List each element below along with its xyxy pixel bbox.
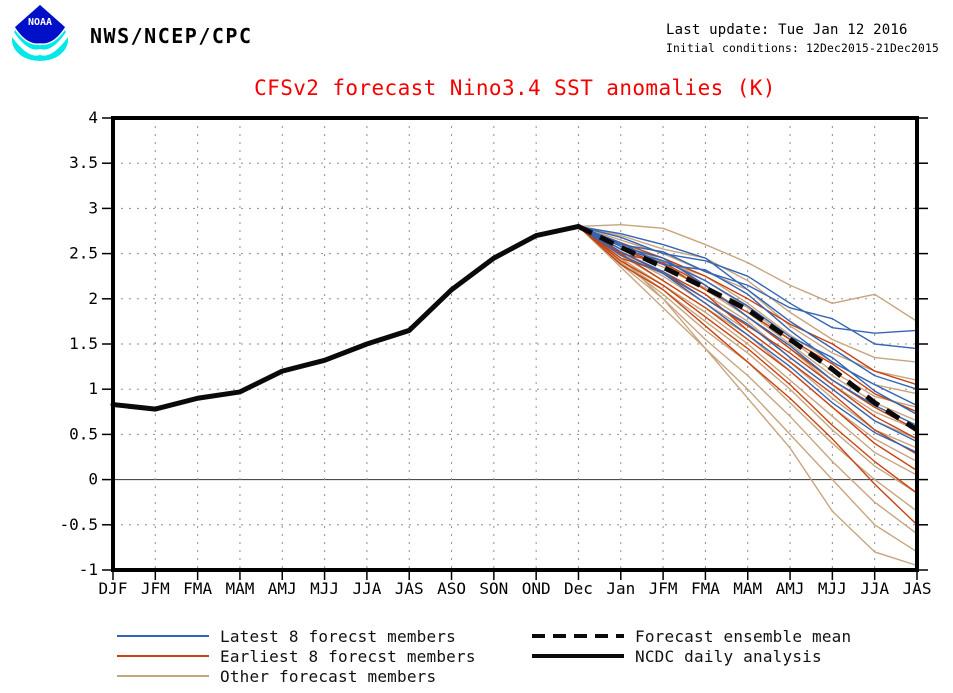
y-tick-label: -0.5 — [59, 515, 98, 534]
logo-text: NOAA — [28, 17, 52, 28]
noaa-logo: NOAA — [12, 2, 68, 61]
legend-label: Earliest 8 forecst members — [220, 646, 476, 666]
y-tick-label: 4 — [88, 108, 98, 127]
x-tick-label: Dec — [564, 579, 593, 598]
x-tick-label: JFM — [141, 579, 170, 598]
y-tick-label: 0.5 — [69, 424, 98, 443]
member-line-latest — [578, 225, 918, 454]
x-tick-label: MJJ — [310, 579, 339, 598]
legend-row: Forecast ensemble mean — [531, 626, 851, 646]
x-tick-label: FMA — [691, 579, 720, 598]
y-tick-label: 2.5 — [69, 244, 98, 263]
logo-bird-shape — [12, 29, 68, 56]
y-tick-label: 3.5 — [69, 153, 98, 172]
x-tick-label: AMJ — [776, 579, 805, 598]
update-block: Last update: Tue Jan 12 2016 Initial con… — [666, 22, 939, 55]
member-line-latest — [578, 225, 918, 443]
member-line-other — [578, 223, 918, 322]
legend-members: Latest 8 forecst members Earliest 8 forec… — [116, 626, 476, 686]
x-tick-label: JAS — [395, 579, 424, 598]
x-tick-label: MJJ — [818, 579, 847, 598]
legend-row: NCDC daily analysis — [531, 646, 851, 666]
x-tick-label: AMJ — [268, 579, 297, 598]
y-tick-label: 3 — [88, 198, 98, 217]
member-line-other — [578, 225, 918, 476]
logo-shield-shape — [13, 2, 67, 45]
legend-label: Forecast ensemble mean — [635, 626, 852, 646]
x-tick-label: OND — [522, 579, 551, 598]
member-line-earliest — [578, 225, 918, 472]
legend-row: Other forecast members — [116, 666, 476, 686]
x-tick-label: DJF — [99, 579, 128, 598]
member-line-other — [578, 225, 918, 567]
legend-label: Latest 8 forecst members — [220, 626, 456, 646]
initial-conditions-text: Initial conditions: 12Dec2015-21Dec2015 — [666, 42, 940, 55]
chart-title: CFSv2 forecast Nino3.4 SST anomalies (K) — [254, 76, 776, 100]
legend-summary: Forecast ensemble mean NCDC daily analysi… — [531, 626, 851, 666]
legend-row: Earliest 8 forecst members — [116, 646, 476, 666]
legend-line-sample — [117, 655, 209, 657]
member-line-earliest — [578, 225, 918, 386]
member-line-earliest — [578, 225, 918, 494]
x-tick-label: JAS — [903, 579, 932, 598]
legend-line-sample — [117, 635, 209, 637]
member-line-other — [578, 225, 918, 363]
legend-label: Other forecast members — [220, 666, 437, 686]
member-line-latest — [578, 225, 918, 390]
x-tick-label: Jan — [606, 579, 635, 598]
member-line-latest — [578, 225, 918, 426]
y-tick-label: 1 — [88, 379, 98, 398]
plot-frame — [111, 116, 919, 572]
x-tick-label: JJA — [352, 579, 381, 598]
y-tick-label: -1 — [79, 560, 98, 579]
x-tick-label: SON — [479, 579, 508, 598]
member-line-earliest — [578, 225, 918, 526]
y-tick-label: 2 — [88, 289, 98, 308]
legend-line-sample — [532, 634, 624, 638]
agency-title: NWS/NCEP/CPC — [90, 24, 253, 48]
member-line-other — [578, 225, 918, 494]
x-tick-label: JFM — [649, 579, 678, 598]
member-line-earliest — [578, 225, 918, 455]
x-tick-label: MAM — [225, 579, 254, 598]
x-tick-label: FMA — [183, 579, 212, 598]
y-tick-label: 0 — [88, 470, 98, 489]
legend-line-sample — [117, 675, 209, 677]
legend-label: NCDC daily analysis — [635, 646, 822, 666]
x-tick-label: JJA — [860, 579, 889, 598]
y-tick-label: 1.5 — [69, 334, 98, 353]
member-line-latest — [578, 225, 918, 350]
last-update-text: Last update: Tue Jan 12 2016 — [666, 22, 908, 38]
x-tick-label: ASO — [437, 579, 466, 598]
ensemble-mean-line — [577, 224, 919, 432]
member-line-other — [578, 225, 918, 535]
member-line-latest — [578, 225, 918, 334]
member-line-other — [577, 225, 918, 553]
legend-line-sample — [532, 654, 624, 658]
observed-line — [110, 223, 581, 412]
legend-row: Latest 8 forecst members — [116, 626, 476, 646]
x-tick-label: MAM — [733, 579, 762, 598]
